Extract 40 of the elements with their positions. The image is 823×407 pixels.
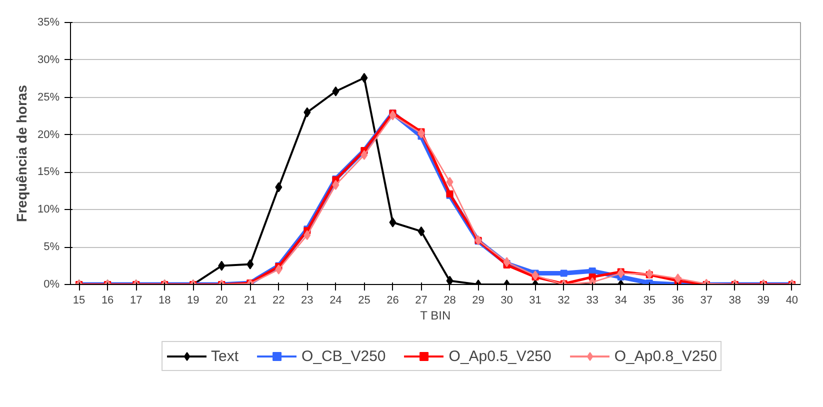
x-tick-label: 36: [672, 294, 684, 306]
legend-label: Text: [211, 348, 239, 364]
y-tick-label: 20%: [37, 128, 60, 141]
x-tick-label: 20: [216, 294, 228, 306]
x-tick-label: 28: [444, 294, 456, 306]
y-tick-label: 30%: [37, 54, 60, 66]
legend-label: O_CB_V250: [302, 348, 386, 364]
x-tick-label: 23: [301, 294, 314, 306]
y-tick-label: 5%: [44, 241, 60, 254]
y-tick-label: 0%: [44, 278, 60, 290]
x-tick-label: 35: [643, 294, 656, 306]
x-tick-label: 18: [158, 294, 171, 306]
y-tick-label: 35%: [37, 16, 60, 28]
x-tick-label: 38: [728, 294, 742, 306]
x-tick-label: 21: [244, 294, 256, 306]
x-tick-label: 33: [586, 294, 598, 306]
x-tick-label: 17: [130, 294, 142, 306]
legend-label: O_Ap0.5_V250: [448, 348, 552, 364]
y-tick-label: 15%: [37, 166, 60, 178]
x-tick-label: 15: [72, 294, 86, 306]
x-tick-label: 30: [500, 294, 513, 306]
x-axis-title: T BIN: [420, 308, 451, 322]
x-tick-label: 34: [614, 294, 627, 306]
x-tick-label: 16: [101, 294, 114, 306]
x-tick-label: 39: [757, 294, 770, 306]
x-tick-label: 32: [558, 294, 570, 306]
y-tick-label: 25%: [37, 91, 60, 104]
legend-label: O_Ap0.8_V250: [614, 348, 717, 364]
x-tick-label: 29: [472, 294, 484, 306]
y-axis-title: Frequência de horas: [13, 84, 30, 222]
x-tick-label: 26: [386, 294, 399, 306]
x-tick-label: 31: [529, 294, 542, 306]
x-tick-label: 24: [330, 294, 342, 306]
x-tick-label: 19: [187, 294, 200, 306]
x-tick-label: 25: [358, 294, 370, 306]
x-tick-label: 22: [272, 294, 285, 306]
x-tick-label: 27: [415, 294, 428, 306]
y-tick-label: 10%: [37, 204, 60, 216]
x-tick-label: 37: [700, 294, 713, 306]
x-tick-label: 40: [786, 294, 798, 306]
